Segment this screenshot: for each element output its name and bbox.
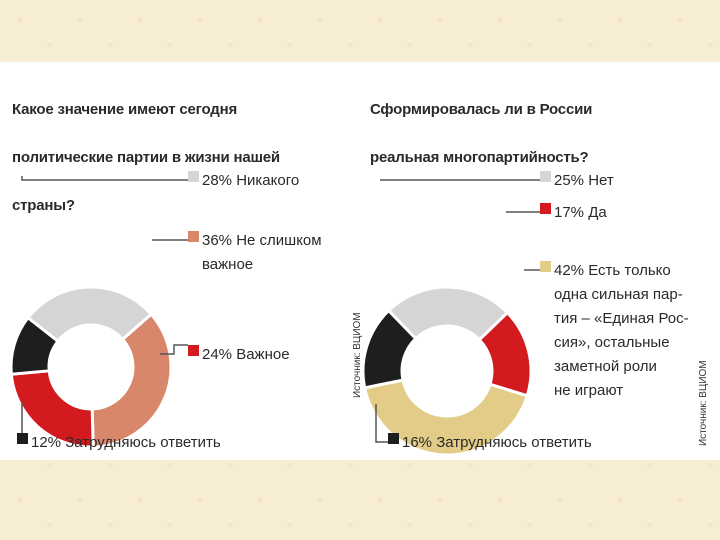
legend-swatch <box>188 171 199 182</box>
chart-title: Сформировалась ли в России реальная мног… <box>370 74 592 194</box>
chart-title-line: реальная многопартийность? <box>370 149 589 166</box>
figure-panel: Какое значение имеют сегодня политически… <box>0 62 720 460</box>
chart-title-line: политические партии в жизни нашей <box>12 149 280 166</box>
chart-title-line: Сформировалась ли в России <box>370 101 593 118</box>
chart-title-line: Какое значение имеют сегодня <box>12 101 238 118</box>
legend-swatch <box>188 345 199 356</box>
chart-political-parties-importance: Какое значение имеют сегодня политически… <box>0 62 363 460</box>
slice-label: 24% Важное <box>202 346 290 363</box>
donut-chart: 28% Никакого 36% Не слишком важное 24% Важн… <box>9 171 322 451</box>
donut-slice <box>9 369 95 449</box>
slice-label: 25% Нет <box>554 172 614 189</box>
leader-line <box>160 344 188 355</box>
legend-swatch <box>540 171 551 182</box>
slice-label: 17% Да <box>554 204 607 221</box>
slice-label: 12% Затрудняюсь ответить <box>31 434 221 451</box>
slice-label: 28% Никакого <box>202 172 299 189</box>
slice-label: сия», остальные <box>554 334 670 351</box>
slice-label: 36% Не слишком <box>202 232 322 249</box>
source-note: Источник: ВЦИОМ <box>698 360 709 446</box>
legend-swatch <box>540 203 551 214</box>
slice-label: одна сильная пар- <box>554 286 683 303</box>
donut-slice <box>25 285 154 344</box>
donut-slice <box>9 315 61 376</box>
chart-multiparty-system: Сформировалась ли в России реальная мног… <box>358 62 720 460</box>
donut-slice <box>90 312 173 449</box>
slice-label: 42% Есть только <box>554 262 671 279</box>
chart-title: Какое значение имеют сегодня политически… <box>12 74 280 242</box>
legend-swatch <box>188 231 199 242</box>
legend-swatch <box>540 261 551 272</box>
leader-line <box>375 404 388 443</box>
slice-label: важное <box>202 256 253 273</box>
chart-title-line: страны? <box>12 197 75 214</box>
donut-chart: 25% Нет 17% Да 42% Есть только одна сильная… <box>361 171 689 457</box>
slice-label: 16% Затрудняюсь ответить <box>402 434 592 451</box>
leader-line <box>21 176 188 181</box>
legend-swatch <box>17 433 28 444</box>
donut-slice <box>386 285 510 342</box>
legend-swatch <box>388 433 399 444</box>
slice-label: тия – «Единая Рос- <box>554 310 689 327</box>
slice-label: не играют <box>554 382 623 399</box>
donut-slice <box>362 378 530 457</box>
donut-slice <box>361 308 418 390</box>
slice-label: заметной роли <box>554 358 657 375</box>
